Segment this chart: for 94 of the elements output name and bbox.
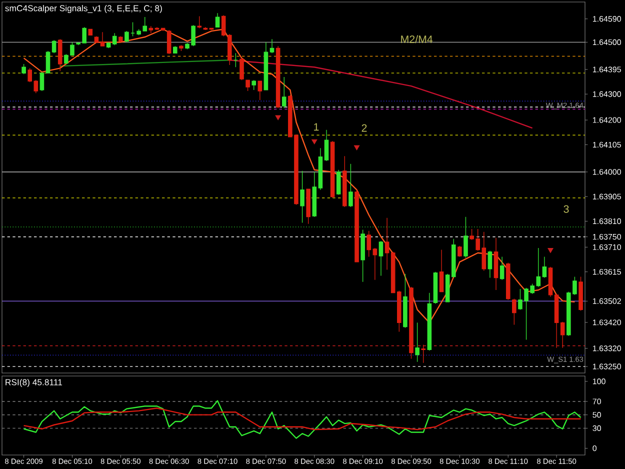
y-tick-label: 1.64395 bbox=[592, 66, 621, 72]
chart-title: RSI(8) 45.8111 bbox=[6, 378, 62, 388]
candlestick bbox=[28, 68, 32, 82]
candlestick bbox=[415, 322, 420, 362]
candlestick bbox=[154, 26, 160, 30]
candlestick bbox=[246, 80, 250, 92]
y-tick-label: 50 bbox=[592, 412, 601, 418]
line-series bbox=[23, 400, 582, 439]
candlestick bbox=[506, 262, 510, 300]
point bbox=[354, 145, 360, 150]
annotation: 1 bbox=[314, 123, 319, 131]
candlestick bbox=[270, 38, 274, 54]
candlestick bbox=[512, 298, 516, 326]
annotation: 2 bbox=[362, 124, 367, 132]
y-tick-label: 1.63502 bbox=[592, 298, 621, 304]
candlestick bbox=[354, 190, 359, 262]
y-tick-label: 70 bbox=[592, 398, 601, 404]
candlestick bbox=[172, 46, 178, 54]
candlestick bbox=[458, 246, 462, 258]
candlestick bbox=[560, 322, 565, 348]
candlestick bbox=[318, 148, 323, 190]
candlestick bbox=[421, 344, 426, 364]
y-tick-label: 1.64300 bbox=[592, 91, 621, 97]
y-tick-label: 0 bbox=[592, 445, 597, 452]
candlestick bbox=[360, 229, 365, 282]
candlestick bbox=[336, 170, 341, 196]
y-tick-label: 1.63810 bbox=[592, 218, 621, 224]
y-tick-label: 30 bbox=[592, 425, 601, 432]
y-tick-label: 1.64105 bbox=[592, 142, 621, 148]
candlestick bbox=[282, 76, 286, 108]
chart-title: smC4Scalper Signals_v1 (3, E,E,E, C; 8) bbox=[5, 4, 162, 14]
y-tick-label: 1.64500 bbox=[592, 39, 621, 46]
candlestick bbox=[227, 34, 232, 66]
candlestick bbox=[58, 38, 62, 72]
candlestick bbox=[88, 28, 93, 36]
candlestick bbox=[482, 232, 486, 272]
y-tick-label: 1.63615 bbox=[592, 268, 621, 275]
candlestick bbox=[130, 22, 135, 37]
y-tick-label: 1.63250 bbox=[592, 364, 621, 370]
point bbox=[275, 115, 281, 120]
point bbox=[548, 248, 554, 253]
y-tick-label: 1.63905 bbox=[592, 194, 621, 200]
candlestick bbox=[578, 276, 583, 312]
candlestick bbox=[94, 36, 99, 44]
candlestick bbox=[118, 36, 123, 43]
annotation: 3 bbox=[564, 205, 569, 213]
candlestick bbox=[197, 16, 202, 29]
candlestick bbox=[300, 170, 304, 224]
candlestick bbox=[215, 12, 220, 28]
candlestick bbox=[464, 216, 468, 258]
candlestick bbox=[324, 130, 329, 162]
y-tick-label: 1.63750 bbox=[592, 234, 621, 240]
candlestick bbox=[451, 238, 456, 278]
y-tick-label: 1.63710 bbox=[592, 244, 621, 250]
candlestick bbox=[427, 292, 432, 352]
candlestick bbox=[306, 188, 310, 224]
candlestick bbox=[179, 44, 184, 52]
candlestick bbox=[342, 156, 347, 208]
candlestick bbox=[378, 240, 384, 276]
y-tick-label: 1.64000 bbox=[592, 169, 621, 175]
candlestick bbox=[252, 80, 256, 90]
y-tick-label: 1.63420 bbox=[592, 320, 621, 326]
y-tick-label: 1.64590 bbox=[592, 16, 621, 22]
candlestick bbox=[439, 249, 444, 292]
candlestick bbox=[240, 58, 244, 80]
candlestick bbox=[234, 52, 238, 68]
candlestick bbox=[384, 218, 390, 270]
candlestick bbox=[106, 42, 111, 49]
candlestick bbox=[124, 30, 129, 43]
y-tick-label: 1.63320 bbox=[592, 346, 621, 352]
candlestick bbox=[542, 256, 547, 278]
annotation: M2/M4 bbox=[401, 35, 433, 44]
candlestick bbox=[494, 238, 498, 290]
candlestick bbox=[22, 64, 26, 74]
candlestick bbox=[372, 248, 378, 280]
candlestick bbox=[258, 80, 262, 100]
y-tick-label: 1.64200 bbox=[592, 117, 621, 123]
y-tick-label: 100 bbox=[592, 378, 606, 384]
candlestick bbox=[488, 250, 492, 278]
candlestick bbox=[396, 290, 402, 332]
candlestick bbox=[409, 286, 414, 360]
point bbox=[312, 139, 318, 144]
candlestick bbox=[112, 32, 117, 46]
candlestick bbox=[312, 172, 317, 218]
candlestick bbox=[264, 42, 268, 90]
candlestick bbox=[160, 28, 166, 32]
candlestick bbox=[403, 274, 408, 328]
candlestick bbox=[348, 164, 353, 208]
candlestick bbox=[203, 26, 208, 30]
candlestick bbox=[500, 256, 504, 280]
candlestick bbox=[100, 32, 105, 46]
candlestick bbox=[148, 26, 154, 34]
candlestick bbox=[366, 230, 372, 258]
candlestick bbox=[554, 294, 559, 348]
